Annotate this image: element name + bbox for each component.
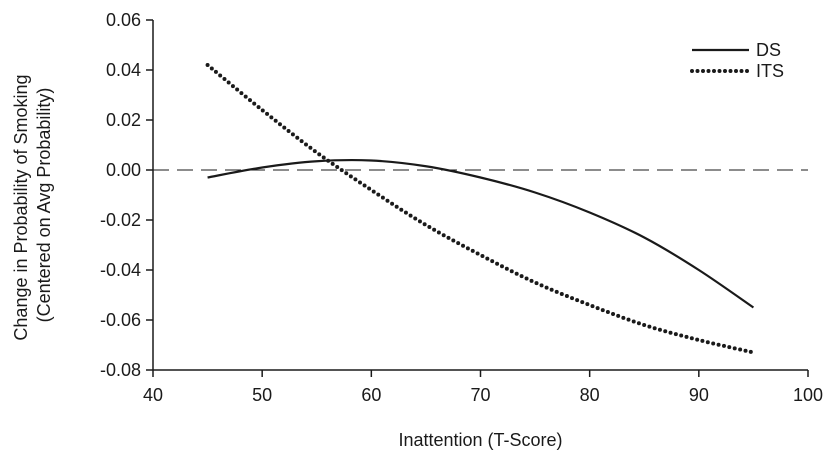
y-ticks: -0.08 -0.06 -0.04 -0.02 0.00 0.02 0.04 0.06 — [100, 10, 153, 380]
x-tick-label: 50 — [252, 385, 272, 405]
y-tick-label: 0.02 — [106, 110, 141, 130]
x-tick-label: 40 — [143, 385, 163, 405]
x-tick-label: 70 — [470, 385, 490, 405]
x-tick-label: 80 — [580, 385, 600, 405]
y-tick-label: 0.06 — [106, 10, 141, 30]
y-axis-title-line-1: Change in Probability of Smoking — [11, 74, 31, 340]
series-line-ds — [207, 158, 755, 309]
series-layer — [205, 63, 756, 355]
y-tick-label: -0.04 — [100, 260, 141, 280]
x-axis-title: Inattention (T-Score) — [398, 430, 562, 450]
x-tick-label: 60 — [361, 385, 381, 405]
y-tick-label: -0.06 — [100, 310, 141, 330]
y-tick-label: 0.04 — [106, 60, 141, 80]
y-tick-label: -0.08 — [100, 360, 141, 380]
x-ticks: 40 50 60 70 80 90 100 — [143, 370, 823, 405]
y-tick-label: -0.02 — [100, 210, 141, 230]
series-line-its — [205, 63, 756, 355]
x-tick-label: 100 — [793, 385, 823, 405]
y-tick-label: 0.00 — [106, 160, 141, 180]
y-axis-title-line-2: (Centered on Avg Probability) — [34, 88, 54, 323]
legend-label-its: ITS — [756, 61, 784, 81]
y-axis-title: Change in Probability of Smoking (Center… — [11, 69, 54, 340]
legend-label-ds: DS — [756, 40, 781, 60]
x-tick-label: 90 — [689, 385, 709, 405]
